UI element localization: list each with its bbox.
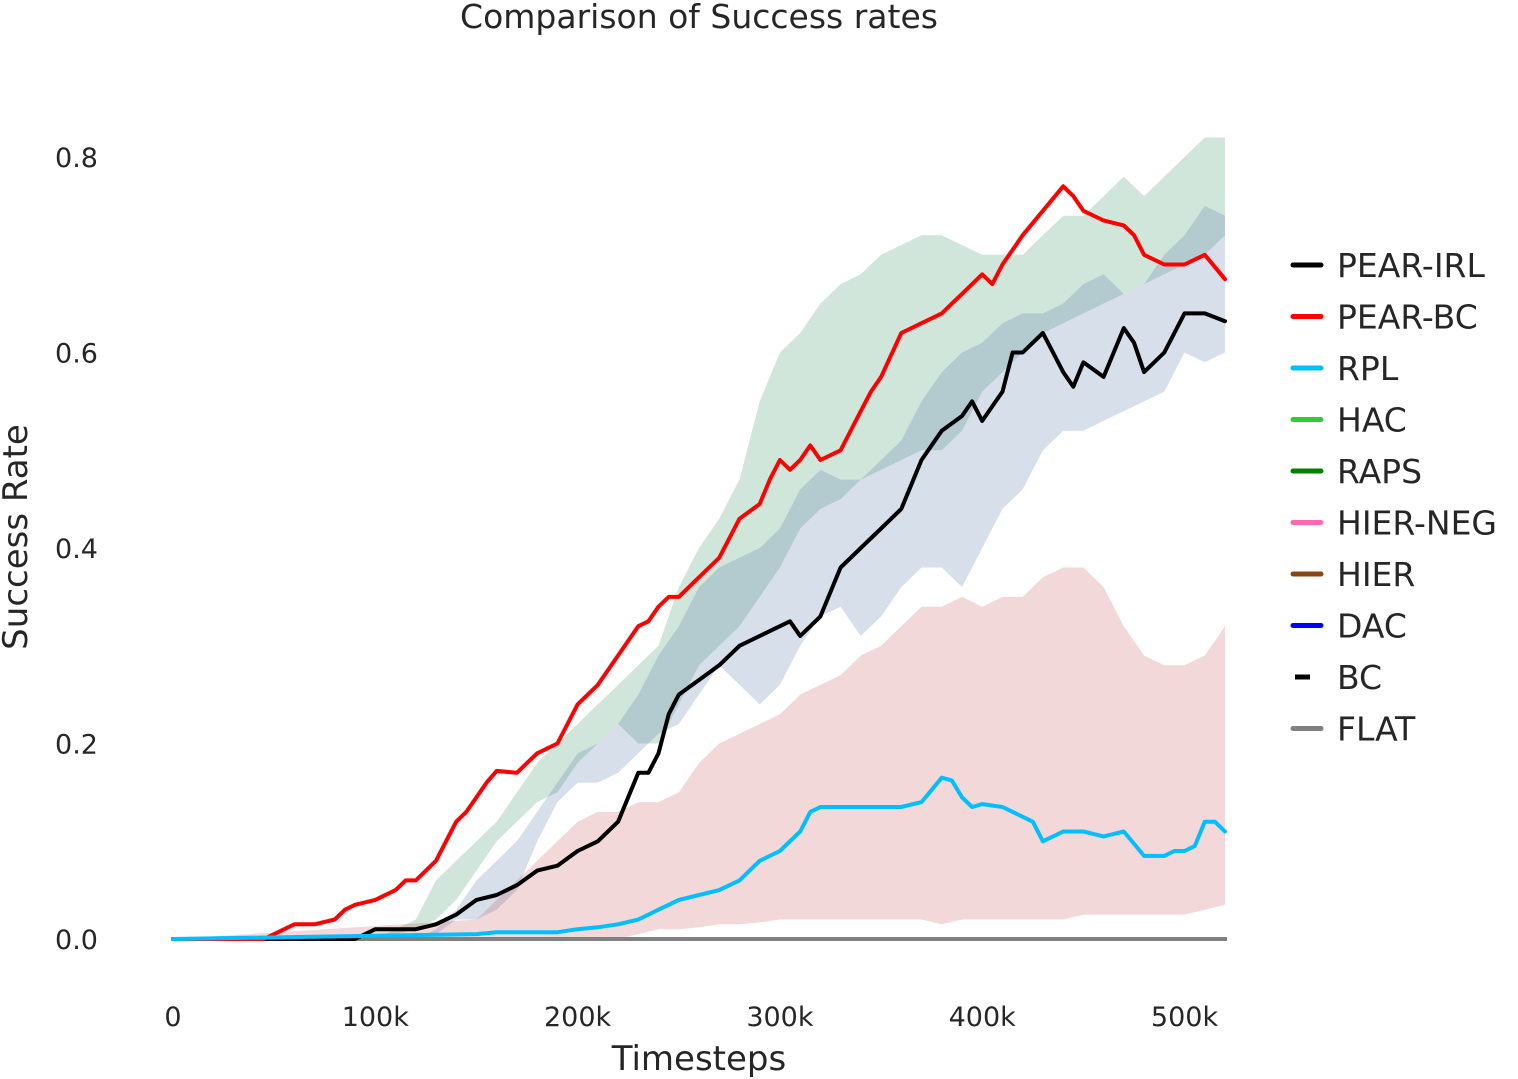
legend-label: PEAR-BC <box>1337 298 1478 337</box>
x-axis-label: Timesteps <box>611 1039 786 1079</box>
legend-item-flat: FLAT <box>1290 710 1416 749</box>
y-tick-label: 0.6 <box>55 339 98 370</box>
legend-item-dac: DAC <box>1290 607 1407 646</box>
series-line-rpl <box>171 775 1227 941</box>
legend-item-pear-irl: PEAR-IRL <box>1290 246 1485 285</box>
legend-item-rpl: RPL <box>1290 349 1399 388</box>
legend-item-raps: RAPS <box>1290 452 1422 491</box>
legend-label: RPL <box>1337 349 1399 388</box>
x-tick-label: 200k <box>544 1002 612 1033</box>
confidence-band-1 <box>173 137 1225 939</box>
legend-item-hier: HIER <box>1290 555 1415 594</box>
legend-label: HAC <box>1337 401 1407 440</box>
series-lines <box>171 184 1227 941</box>
x-axis-ticks: 0 100k 200k 300k 400k 500k <box>164 1002 1218 1033</box>
y-tick-label: 0.8 <box>55 143 98 174</box>
legend-label: RAPS <box>1337 452 1422 491</box>
legend-item-hier-neg: HIER-NEG <box>1290 504 1497 543</box>
legend: PEAR-IRL PEAR-BC RPL HAC RAPS HIER-NEG HIER DAC… <box>1290 246 1497 749</box>
x-tick-label: 500k <box>1151 1002 1219 1033</box>
series-line-pear-irl <box>171 311 1227 941</box>
y-tick-label: 0.0 <box>55 925 98 956</box>
x-tick-label: 100k <box>342 1002 410 1033</box>
y-tick-label: 0.4 <box>55 534 98 565</box>
legend-item-hac: HAC <box>1290 401 1407 440</box>
confidence-band-3 <box>173 567 1225 939</box>
x-tick-label: 400k <box>949 1002 1017 1033</box>
legend-label: BC <box>1337 658 1382 697</box>
x-tick-label: 0 <box>164 1002 181 1033</box>
y-axis-ticks: 0.0 0.2 0.4 0.6 0.8 <box>55 143 98 956</box>
legend-label: PEAR-IRL <box>1337 246 1485 285</box>
confidence-bands <box>173 137 1225 939</box>
chart-title: Comparison of Success rates <box>460 0 938 36</box>
confidence-band-2 <box>173 205 1225 939</box>
x-tick-label: 300k <box>746 1002 814 1033</box>
series-line-pear-bc <box>171 184 1227 941</box>
legend-label: FLAT <box>1337 710 1416 749</box>
legend-label: DAC <box>1337 607 1407 646</box>
legend-item-pear-bc: PEAR-BC <box>1290 298 1478 337</box>
legend-item-bc: BC <box>1295 658 1382 697</box>
legend-label: HIER-NEG <box>1337 504 1497 543</box>
y-tick-label: 0.2 <box>55 730 98 761</box>
y-axis-label: Success Rate <box>0 424 36 650</box>
legend-label: HIER <box>1337 555 1415 594</box>
